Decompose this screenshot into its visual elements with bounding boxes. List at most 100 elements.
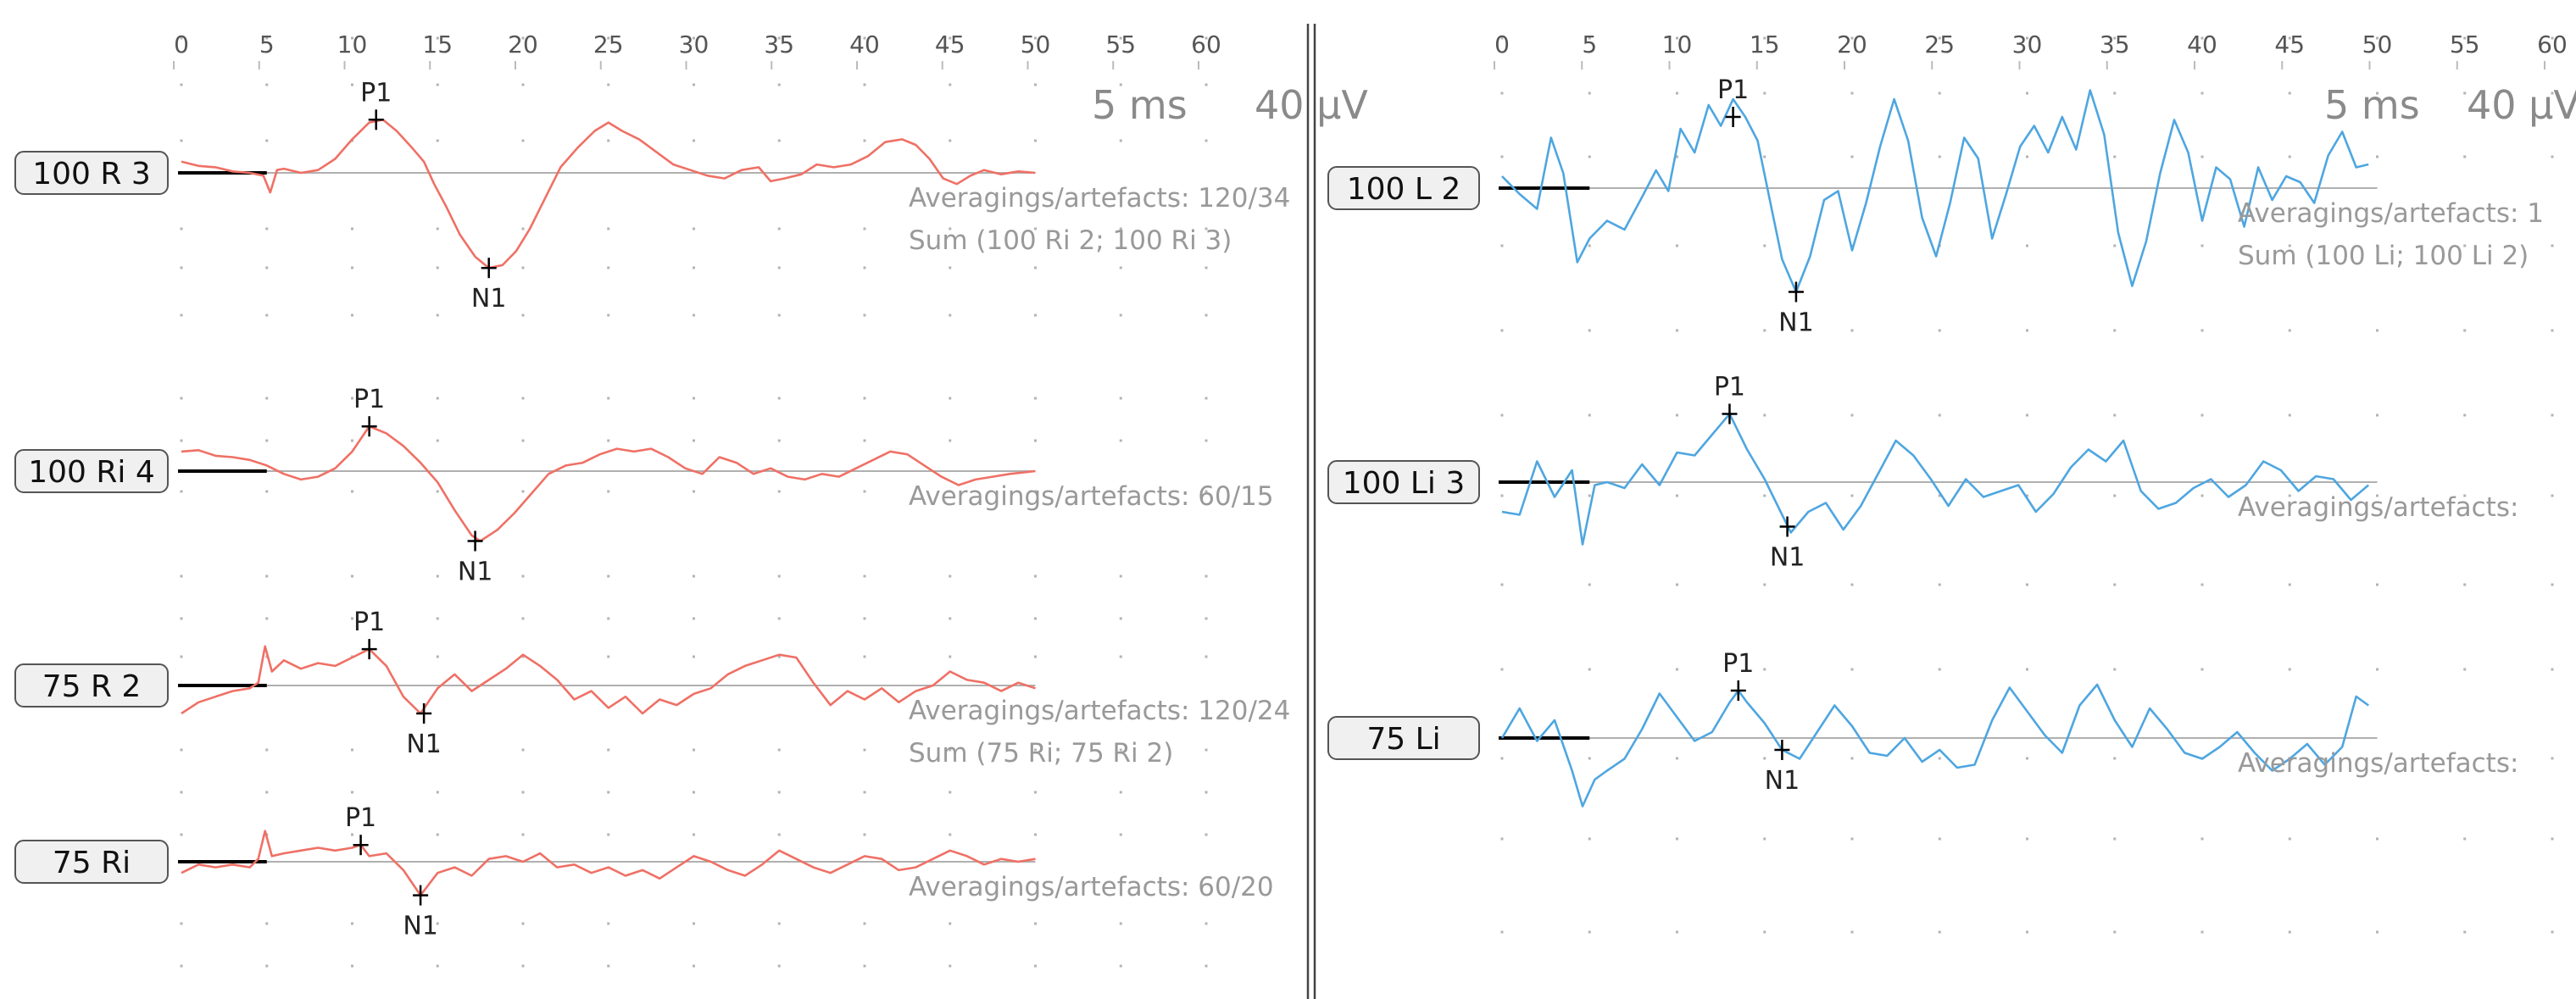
grid-dot [2113,930,2117,934]
channel-waveform[interactable] [1500,683,2369,808]
grid-dot [1119,314,1122,317]
grid-dot [1850,36,1854,40]
grid-dot [949,490,952,493]
channel-waveform[interactable] [181,425,1036,542]
p1-peak-label: P1 [360,78,392,108]
grid-dot [607,791,610,794]
grid-dot [693,922,695,925]
grid-dot [2026,413,2028,417]
p1-peak-marker[interactable]: P1 [353,385,385,437]
channel-label-button[interactable]: 100 L 2 [1327,166,1480,210]
grid-dot [1588,244,1591,247]
grid-dot [1205,314,1208,317]
channel-waveform[interactable] [181,119,1036,269]
grid-dot [607,574,610,578]
grid-dot [351,617,353,620]
grid-dot [180,574,183,578]
channel-label-button[interactable]: 100 Ri 4 [14,449,169,493]
p1-peak-marker[interactable]: P1 [1722,649,1754,701]
p1-peak-label: P1 [353,608,385,637]
channel-waveform[interactable] [181,645,1036,715]
grid-dot [351,964,353,968]
channel-label-button[interactable]: 100 Li 3 [1327,460,1480,504]
grid-dot [1205,266,1208,269]
grid-dot [777,964,781,968]
grid-dot [521,139,525,142]
grid-dot [1500,837,1504,841]
grid-dot [1938,668,1941,671]
grid-dot [436,83,439,86]
grid-dot [2463,930,2467,934]
channel-label-button[interactable]: 75 R 2 [14,663,169,708]
p1-peak-marker[interactable]: P1 [1714,373,1745,425]
grid-dot [2463,583,2467,586]
channel-waveform[interactable] [1501,89,2369,293]
channel-label-button[interactable]: 75 Li [1327,716,1480,760]
axis-tick-label: 15 [1750,31,1780,58]
grid-dot [180,655,183,658]
grid-dot [1763,668,1766,671]
grid-dot [2463,92,2467,95]
grid-dot [777,227,781,230]
grid-dot [2026,930,2028,934]
grid-dot [1588,930,1591,934]
p1-peak-marker[interactable]: P1 [1717,75,1749,127]
grid-dot [1588,757,1591,760]
grid-dot [521,227,525,230]
grid-dot [949,574,952,578]
grid-dot [521,439,525,442]
grid-dot [1588,837,1591,841]
n1-peak-marker[interactable]: N1 [471,258,507,314]
grid-dot [2288,413,2291,417]
grid-dot [1119,227,1122,230]
grid-dot [1205,922,1208,925]
averagings-artefacts-text: Averagings/artefacts: 60/20 [909,872,1274,902]
grid-dot [2376,329,2378,332]
grid-dot [521,490,525,493]
channel-waveform[interactable] [181,830,1036,896]
grid-dot [2376,36,2378,40]
sum-info-text: Sum (100 Ri 2; 100 Ri 3) [909,225,1232,256]
grid-dot [1850,413,1854,417]
n1-peak-marker[interactable]: N1 [1778,281,1814,338]
grid-dots [180,36,2554,968]
n1-peak-marker[interactable]: N1 [1765,740,1800,796]
grid-dot [863,439,866,442]
grid-dot [2551,36,2554,40]
grid-dot [693,83,695,86]
grid-dot [1034,227,1037,230]
p1-peak-label: P1 [1717,75,1749,105]
axis-tick-label: 0 [174,31,189,58]
p1-peak-marker[interactable]: P1 [360,78,392,130]
p1-peak-marker[interactable]: P1 [353,608,385,660]
grid-dot [1850,837,1854,841]
grid-dot [180,139,183,142]
grid-dot [436,139,439,142]
p1-peak-marker[interactable]: P1 [345,803,376,856]
grid-dot [863,617,866,620]
grid-dot [1763,413,1766,417]
grid-dot [2288,930,2291,934]
grid-dot [265,397,269,400]
n1-peak-marker[interactable]: N1 [1770,516,1805,573]
channel-waveform[interactable] [1501,413,2370,546]
grid-dot [2200,494,2204,497]
channel-label-text: 100 Li 3 [1343,466,1466,501]
axis-tick-label: 40 [2187,31,2217,58]
grid-dot [2113,244,2117,247]
grid-dot [1034,266,1037,269]
grid-dot [949,83,952,86]
channel-label-button[interactable]: 100 R 3 [14,151,169,195]
n1-peak-marker[interactable]: N1 [403,885,438,941]
channel-label-button[interactable]: 75 Ri [14,840,169,884]
grid-dot [949,36,952,40]
grid-dot [2288,329,2291,332]
grid-dot [2026,494,2028,497]
grid-dot [863,748,866,752]
n1-peak-marker[interactable]: N1 [406,703,442,759]
grid-dot [2026,757,2028,760]
grid-dot [1205,748,1208,752]
channel-trace-row: P1 N1 100 R 3 Averagings/artefacts: 120/34 S… [14,78,1290,314]
n1-peak-marker[interactable]: N1 [458,530,493,587]
grid-dot [1588,583,1591,586]
